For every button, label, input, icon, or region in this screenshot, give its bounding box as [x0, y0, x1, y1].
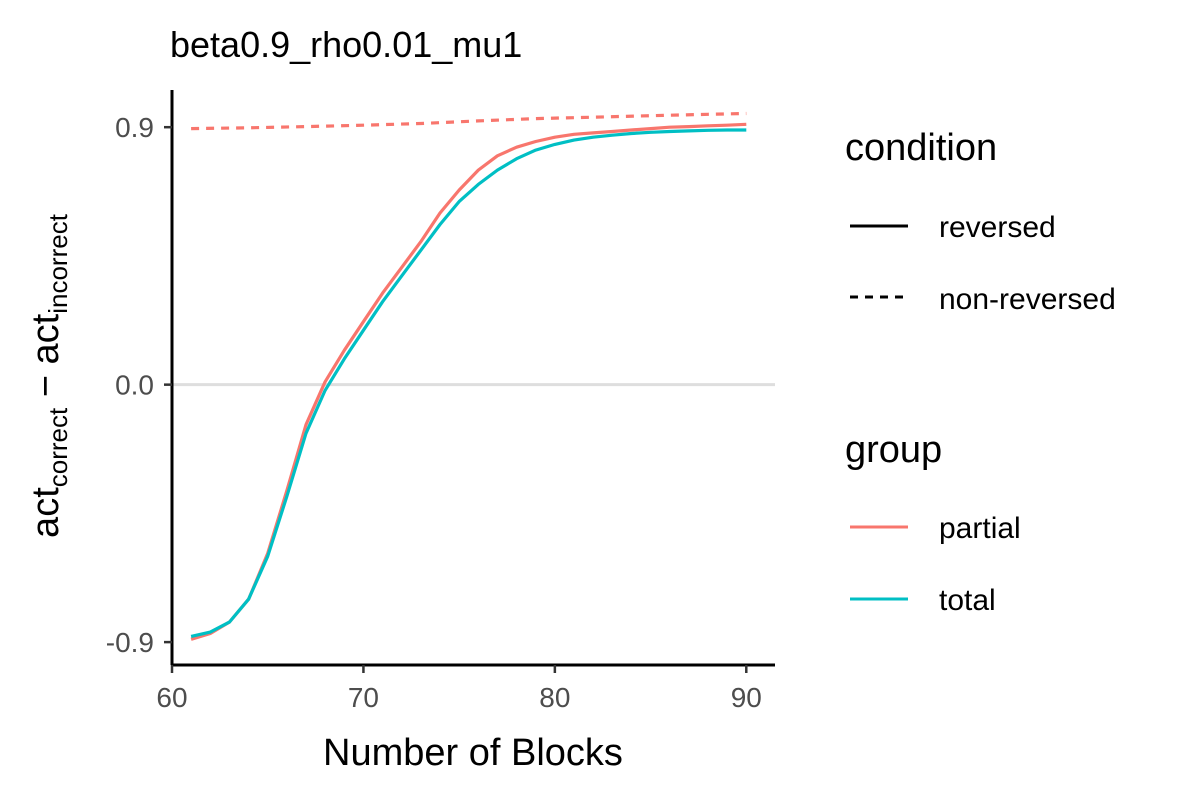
y-tick-label: -0.9: [106, 627, 154, 658]
plot-area: [172, 111, 775, 641]
y-tick-label: 0.0: [115, 370, 154, 401]
y-axis-title: actcorrect − actincorrect: [25, 213, 73, 538]
x-tick-label: 80: [539, 682, 570, 713]
y-axis-title-sub-1: correct: [43, 407, 73, 487]
y-axis-title-sub-2: incorrect: [43, 213, 73, 313]
y-axis-title-main-2: act: [25, 313, 67, 364]
chart-title: beta0.9_rho0.01_mu1: [170, 24, 522, 65]
x-axis-title: Number of Blocks: [323, 732, 623, 774]
legend-non-reversed-label: non-reversed: [939, 283, 1116, 316]
legend-reversed-label: reversed: [939, 211, 1056, 244]
y-tick-label: 0.9: [115, 112, 154, 143]
legend: condition reversed non-reversed group pa…: [845, 127, 1116, 617]
axes: 60 70 80 90 -0.9 0.0 0.9: [106, 90, 775, 713]
series-line-partial-non-reversed: [191, 111, 747, 131]
x-tick-label: 70: [348, 682, 379, 713]
x-tick-label: 90: [731, 682, 762, 713]
legend-total-label: total: [939, 584, 996, 617]
y-axis-title-main-1: act: [25, 487, 67, 538]
series-line-partial-reversed: [190, 122, 747, 641]
y-axis-title-op: −: [25, 364, 67, 407]
legend-partial-label: partial: [939, 512, 1021, 545]
x-tick-label: 60: [156, 682, 187, 713]
legend-condition-title: condition: [845, 127, 997, 169]
series-line-total-reversed: [190, 128, 747, 638]
legend-group-title: group: [845, 429, 942, 471]
